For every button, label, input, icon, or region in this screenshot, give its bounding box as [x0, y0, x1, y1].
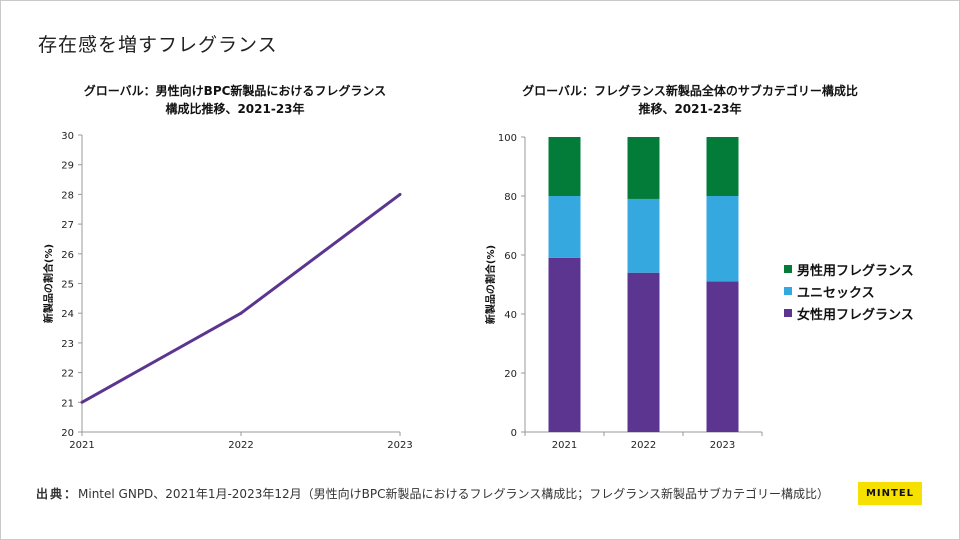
source-note: 出典：Mintel GNPD、2021年1月-2023年12月（男性向けBPC新… [36, 485, 829, 502]
bar-chart-y-axis-label: 新製品の割合(%) [484, 245, 497, 324]
legend-item-female: 女性用フレグランス [784, 302, 914, 324]
bar-chart-y-tick-label: 40 [504, 310, 517, 321]
line-data-point [398, 192, 402, 196]
source-text: Mintel GNPD、2021年1月-2023年12月（男性向けBPC新製品に… [78, 487, 829, 501]
legend-label-male: 男性用フレグランス [797, 263, 914, 279]
line-chart-title-line-1: グローバル：男性向けBPC新製品におけるフレグランス [83, 84, 387, 98]
bar-chart-title: グローバル：フレグランス新製品全体のサブカテゴリー構成比 推移、2021-23年 [490, 82, 890, 118]
line-chart-y-tick-label: 21 [61, 398, 74, 409]
bar-chart-legend: 男性用フレグランス ユニセックス 女性用フレグランス [784, 258, 914, 324]
bar-segment [548, 137, 581, 196]
bar-segment [548, 196, 581, 258]
line-chart-y-tick-label: 29 [61, 161, 74, 172]
bar-chart-title-line-2: 推移、2021-23年 [638, 102, 742, 116]
bar-chart-y-tick-label: 20 [504, 369, 517, 380]
bar-segment [627, 198, 660, 273]
bar-segment [706, 137, 739, 196]
legend-item-unisex: ユニセックス [784, 280, 914, 302]
legend-item-male: 男性用フレグランス [784, 258, 914, 280]
bar-chart-x-tick-label: 2023 [710, 440, 735, 451]
legend-label-female: 女性用フレグランス [797, 307, 914, 323]
bar-segment [627, 272, 660, 432]
legend-label-unisex: ユニセックス [797, 285, 875, 301]
line-chart-y-tick-label: 23 [61, 339, 74, 350]
bar-chart-y-tick-label: 0 [511, 428, 517, 439]
legend-swatch-male [784, 265, 792, 273]
bar-chart-title-line-1: グローバル：フレグランス新製品全体のサブカテゴリー構成比 [522, 84, 858, 98]
line-chart-y-tick-label: 26 [61, 250, 74, 261]
line-chart-x-tick-label: 2021 [69, 440, 94, 451]
mintel-logo: MINTEL [858, 482, 922, 505]
stacked-bar-chart: 0 20 40 60 80 100 2021 2022 2023 新製品の割合(%) [484, 133, 763, 451]
line-chart-x-tick-label: 2022 [228, 440, 253, 451]
line-data-point [239, 311, 243, 315]
bar-segment [548, 257, 581, 432]
bar-chart-x-tick-label: 2021 [552, 440, 577, 451]
bar-segment [627, 137, 660, 199]
line-chart-y-tick-label: 27 [61, 220, 74, 231]
line-chart-y-tick-label: 28 [61, 190, 74, 201]
line-chart-y-axis-label: 新製品の割合(%) [42, 244, 55, 323]
bar-chart-x-tick-label: 2022 [631, 440, 656, 451]
legend-swatch-female [784, 309, 792, 317]
bar-chart-y-tick-label: 80 [504, 192, 517, 203]
slide-title: 存在感を増すフレグランス [38, 34, 278, 56]
line-chart-y-tick-label: 22 [61, 369, 74, 380]
bar-segment [706, 281, 739, 432]
bar-chart-y-tick-label: 60 [504, 251, 517, 262]
line-data-point [80, 400, 84, 404]
line-chart-y-tick-label: 25 [61, 280, 74, 291]
legend-swatch-unisex [784, 287, 792, 295]
line-chart-y-tick-label: 30 [61, 131, 74, 142]
line-chart-x-tick-label: 2023 [387, 440, 412, 451]
line-chart-title: グローバル：男性向けBPC新製品におけるフレグランス 構成比推移、2021-23… [40, 82, 430, 118]
bar-chart-y-tick-label: 100 [498, 133, 517, 144]
line-chart-title-line-2: 構成比推移、2021-23年 [165, 102, 305, 116]
line-chart-y-tick-label: 24 [61, 309, 74, 320]
source-label: 出典： [36, 487, 79, 501]
bar-segment [706, 196, 739, 282]
line-chart-y-tick-label: 20 [61, 428, 74, 439]
